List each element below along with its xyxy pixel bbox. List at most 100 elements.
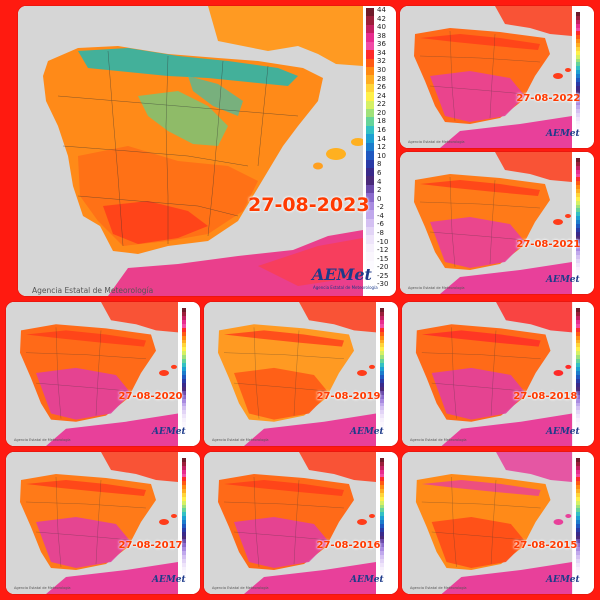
colorbar-tick: 26 (377, 83, 386, 92)
small-map-panel: 27-08-2017 Agencia Estatal de Meteorologí… (6, 452, 200, 594)
temperature-map (204, 452, 398, 594)
temperature-map (6, 302, 200, 446)
small-map-panel: 27-08-2015 Agencia Estatal de Meteorologí… (402, 452, 594, 594)
date-label: 27-08-2016 (316, 540, 381, 552)
colorbar-tick: 14 (377, 134, 386, 143)
colorbar-swatch (366, 226, 374, 236)
colorbar-swatch (366, 125, 374, 135)
aemet-logo: AEMet (350, 575, 384, 585)
aemet-logo-caption: Agencia Estatal de Meteorología (313, 285, 378, 290)
temperature-colorbar (366, 8, 374, 286)
small-colorbar (576, 458, 580, 586)
colorbar-tick: 44 (377, 6, 386, 14)
colorbar-tick: 32 (377, 57, 386, 66)
colorbar-swatch (366, 33, 374, 42)
colorbar-tick: 18 (377, 117, 386, 126)
colorbar-tick: 4 (377, 177, 382, 186)
colorbar-tick: 24 (377, 91, 386, 100)
small-colorbar (380, 308, 384, 438)
date-label: 27-08-2018 (513, 391, 578, 403)
temperature-map-2023 (18, 6, 396, 296)
agency-credit: Agencia Estatal de Meteorología (14, 438, 71, 442)
colorbar-swatch (366, 201, 374, 211)
date-label: 27-08-2020 (118, 391, 183, 403)
agency-credit: Agencia Estatal de Meteorología (408, 140, 465, 144)
colorbar-tick: -6 (377, 220, 384, 229)
temperature-map (6, 452, 200, 594)
temperature-map (204, 302, 398, 446)
colorbar-tick: -15 (377, 254, 389, 263)
colorbar-swatch (366, 168, 374, 177)
small-map-panel: 27-08-2022 Agencia Estatal de Meteorologí… (400, 6, 594, 148)
colorbar-tick: 22 (377, 100, 386, 109)
aemet-logo: AEMet (546, 129, 580, 139)
colorbar-swatch (366, 142, 374, 152)
colorbar-swatch (366, 16, 374, 25)
temperature-map (400, 6, 594, 148)
colorbar-swatch (366, 75, 374, 84)
colorbar-tick: 36 (377, 40, 386, 49)
small-colorbar (576, 308, 580, 438)
temperature-map (400, 152, 594, 294)
colorbar-tick: -25 (377, 271, 389, 280)
aemet-logo: AEMet (546, 275, 580, 285)
colorbar-tick: -10 (377, 237, 389, 246)
colorbar-swatch (366, 210, 374, 219)
agency-credit: Agencia Estatal de Meteorología (410, 438, 467, 442)
colorbar-swatch (366, 277, 374, 286)
colorbar-tick: 10 (377, 151, 386, 160)
colorbar-swatch (366, 134, 374, 143)
colorbar-tick: 38 (377, 31, 386, 40)
small-colorbar (576, 158, 580, 286)
small-map-panel: 27-08-2020 Agencia Estatal de Meteorologí… (6, 302, 200, 446)
colorbar-tick: 20 (377, 108, 386, 117)
colorbar-swatch (366, 252, 374, 261)
colorbar-swatch (366, 184, 374, 194)
date-label: 27-08-2015 (513, 540, 578, 552)
colorbar-tick: -8 (377, 228, 384, 237)
colorbar-tick: 8 (377, 160, 382, 169)
agency-credit: Agencia Estatal de Meteorología (410, 586, 467, 590)
colorbar-swatch (366, 176, 374, 185)
date-label: 27-08-2021 (516, 238, 581, 250)
colorbar-swatch (366, 66, 374, 76)
temperature-map (402, 302, 594, 446)
small-map-panel: 27-08-2019 Agencia Estatal de Meteorologí… (204, 302, 398, 446)
colorbar-swatch (366, 83, 374, 93)
date-label: 27-08-2022 (516, 92, 581, 104)
colorbar-tick: 12 (377, 143, 386, 152)
main-map-panel: 44 42 40 38 36 34 32 30 28 26 24 22 20 18 16 14 12 10 8 6 4 2… (18, 6, 396, 296)
small-colorbar (182, 308, 186, 438)
colorbar-tick: -30 (377, 280, 389, 289)
colorbar-swatch (366, 8, 374, 17)
colorbar-tick: 42 (377, 14, 386, 23)
colorbar-tick: 28 (377, 74, 386, 83)
agency-credit: Agencia Estatal de Meteorología (14, 586, 71, 590)
aemet-logo: AEMet (312, 265, 372, 284)
colorbar-tick: -20 (377, 263, 389, 272)
colorbar-tick: 6 (377, 168, 382, 177)
small-map-panel: 27-08-2016 Agencia Estatal de Meteorologí… (204, 452, 398, 594)
colorbar-tick-labels: 44 42 40 38 36 34 32 30 28 26 24 22 20 18 16 14 12 10 8 6 4 2… (377, 6, 396, 296)
small-map-panel: 27-08-2018 Agencia Estatal de Meteorologí… (402, 302, 594, 446)
agency-credit: Agencia Estatal de Meteorología (32, 286, 154, 295)
colorbar-swatch (366, 41, 374, 51)
colorbar-swatch (366, 24, 374, 34)
aemet-logo: AEMet (152, 427, 186, 437)
colorbar-tick: 30 (377, 66, 386, 75)
colorbar-swatch (366, 218, 374, 227)
colorbar-tick: -4 (377, 211, 384, 220)
colorbar-tick: 2 (377, 186, 382, 195)
date-label: 27-08-2019 (316, 391, 381, 403)
colorbar-swatch (366, 109, 374, 118)
agency-credit: Agencia Estatal de Meteorología (408, 286, 465, 290)
aemet-logo: AEMet (152, 575, 186, 585)
colorbar-swatch (366, 235, 374, 244)
colorbar-swatch (366, 50, 374, 59)
date-label-2023: 27-08-2023 (248, 194, 370, 216)
colorbar-swatch (366, 193, 374, 202)
colorbar-tick: 40 (377, 23, 386, 32)
colorbar-swatch (366, 159, 374, 169)
colorbar-tick: -12 (377, 246, 389, 255)
small-colorbar (576, 12, 580, 140)
